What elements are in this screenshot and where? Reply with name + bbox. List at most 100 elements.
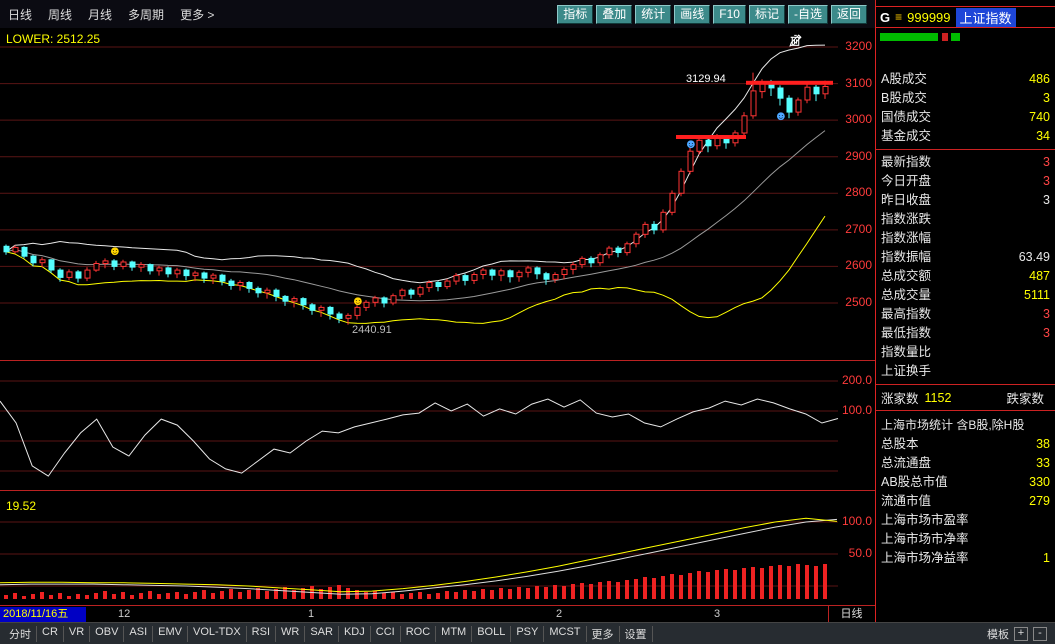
panel-separator	[876, 384, 1055, 385]
zoom-in-button[interactable]: +	[1014, 626, 1028, 641]
toolbar-button-2[interactable]: 叠加	[596, 4, 633, 24]
indicator-tab-vr[interactable]: VR	[64, 625, 91, 642]
smiley-marker-4[interactable]: ☻	[774, 107, 788, 123]
oscillator-line	[0, 398, 839, 477]
indicator-tab-psy[interactable]: PSY	[511, 625, 545, 642]
toolbar-button-3[interactable]: 统计	[635, 4, 672, 24]
info-label: 指数涨幅	[881, 231, 932, 245]
period-menu-item-5[interactable]: 更多 >	[180, 7, 215, 22]
indicator-tab-设置[interactable]: 设置	[620, 625, 653, 642]
indicator-tab-obv[interactable]: OBV	[90, 625, 125, 642]
indicator-tab-mcst[interactable]: MCST	[544, 625, 587, 642]
month-label-2: 2	[556, 608, 563, 620]
chart-column: 日线 周线 月线 多周期 更多 > 指标 叠加 统计 画线 F10 标记 -自选 返回 LOWER: …	[0, 0, 875, 622]
month-label-12: 12	[118, 608, 131, 620]
list-menu-icon[interactable]: ≡	[895, 10, 903, 24]
quote-header: G ≡ 999999 上证指数	[876, 6, 1055, 28]
info-value: 3	[1043, 307, 1050, 321]
toolbar-button-8[interactable]: 返回	[830, 4, 867, 24]
price-axis-label: 2600	[845, 258, 872, 273]
zoom-out-button[interactable]: -	[1033, 626, 1047, 641]
info-label: 昨日收盘	[881, 193, 932, 207]
toolbar-buttons: 指标 叠加 统计 画线 F10 标记 -自选 返回	[557, 4, 867, 24]
indicator-tab-cci[interactable]: CCI	[371, 625, 401, 642]
histogram-bars	[4, 564, 827, 599]
lower-yellow-line	[0, 517, 838, 593]
period-menu-item-2[interactable]: 周线	[48, 7, 73, 22]
indicator-tab-kdj[interactable]: KDJ	[339, 625, 371, 642]
info-value: 487	[1029, 269, 1050, 283]
smiley-marker-2[interactable]: ☻	[351, 293, 365, 309]
indicator-tab-roc[interactable]: ROC	[401, 625, 437, 642]
trash-icon[interactable]	[788, 33, 803, 48]
info-row: 基金成交 34	[876, 127, 1055, 146]
info-label: 指数振幅	[881, 250, 932, 264]
lower-axis-label: 50.0	[848, 546, 872, 560]
indicator-tab-rsi[interactable]: RSI	[247, 625, 277, 642]
month-label-3: 3	[714, 608, 721, 620]
info-value: 3	[1043, 326, 1050, 340]
period-menu-item-4[interactable]: 多周期	[128, 7, 165, 22]
toolbar-button-1[interactable]: 指标	[557, 4, 594, 24]
main-price-chart[interactable]: LOWER: 2512.25 3200 3100 3000 2900 2800 2700 2…	[0, 28, 875, 360]
red-bar-segment	[942, 33, 948, 41]
indicator-tab-emv[interactable]: EMV	[153, 625, 188, 642]
bottom-right-controls: 模板 + -	[987, 626, 1051, 642]
info-label: 总成交额	[881, 269, 932, 283]
indicator-tab-asi[interactable]: ASI	[124, 625, 154, 642]
indicator-tab-wr[interactable]: WR	[276, 625, 306, 642]
indicator-value-label: LOWER: 2512.25	[6, 32, 101, 46]
status-letter: G	[880, 9, 891, 25]
info-label: 最高指数	[881, 307, 932, 321]
down-count-label: 跌家数	[1006, 392, 1044, 406]
info-row: 上海市场净益率 1	[876, 549, 1055, 568]
indicator-tab-boll[interactable]: BOLL	[472, 625, 512, 642]
indicator-tab-sar[interactable]: SAR	[305, 625, 339, 642]
indicator-tab-vol-tdx[interactable]: VOL-TDX	[188, 625, 247, 642]
price-axis-label: 3000	[845, 112, 872, 127]
period-menu: 日线 周线 月线 多周期 更多 >	[8, 6, 230, 23]
candles	[3, 72, 829, 325]
spacer	[876, 44, 1055, 70]
drawn-resistance-line-1[interactable]	[676, 135, 746, 139]
pencil-icon[interactable]	[788, 33, 803, 48]
info-row: 总流通盘 33	[876, 454, 1055, 473]
smiley-marker-3[interactable]: ☻	[684, 135, 698, 151]
price-axis-label: 2800	[845, 185, 872, 200]
info-label: 今日开盘	[881, 174, 932, 188]
indicator-tab-cr[interactable]: CR	[37, 625, 64, 642]
bottom-toolbar: 分时 CR VR OBV ASI EMV VOL-TDX RSI WR SAR KDJ CCI ROC M…	[0, 622, 1055, 644]
panel-separator	[876, 149, 1055, 150]
info-label: A股成交	[881, 72, 927, 86]
toolbar-button-6[interactable]: 标记	[748, 4, 785, 24]
top-toolbar: 日线 周线 月线 多周期 更多 > 指标 叠加 统计 画线 F10 标记 -自选 返回	[0, 0, 875, 28]
period-menu-item-3[interactable]: 月线	[88, 7, 113, 22]
info-row: 上海市场市净率	[876, 530, 1055, 549]
up-count-label: 涨家数	[881, 392, 919, 406]
main-row: 日线 周线 月线 多周期 更多 > 指标 叠加 统计 画线 F10 标记 -自选 返回 LOWER: …	[0, 0, 1055, 622]
period-label: 日线	[828, 606, 874, 622]
info-label: 指数量比	[881, 345, 932, 359]
indicator-panel-lower[interactable]: 19.52 100.0 50.0	[0, 490, 875, 605]
period-menu-item-1[interactable]: 日线	[8, 7, 33, 22]
price-axis-label: 3200	[845, 39, 872, 53]
toolbar-button-7[interactable]: -自选	[787, 4, 828, 24]
info-row: 最高指数 3	[876, 305, 1055, 324]
stock-name: 上证指数	[955, 7, 1016, 27]
price-axis-label: 3100	[845, 75, 872, 90]
info-label: 最低指数	[881, 326, 932, 340]
info-row: 总股本 38	[876, 435, 1055, 454]
info-row: 总成交量 5111	[876, 286, 1055, 305]
indicator-panel-oscillator[interactable]: 200.0 100.0	[0, 360, 875, 490]
info-row: 总成交额 487	[876, 267, 1055, 286]
toolbar-button-5[interactable]: F10	[713, 4, 746, 24]
toolbar-button-4[interactable]: 画线	[674, 4, 711, 24]
indicator-tab-分时[interactable]: 分时	[4, 625, 37, 642]
month-label-1: 1	[308, 608, 315, 620]
drawn-resistance-line-2[interactable]	[746, 80, 833, 85]
indicator-tab-更多[interactable]: 更多	[587, 625, 620, 642]
indicator-tab-mtm[interactable]: MTM	[436, 625, 473, 642]
template-label[interactable]: 模板	[987, 628, 1009, 641]
smiley-marker-1[interactable]: ☻	[108, 243, 122, 259]
